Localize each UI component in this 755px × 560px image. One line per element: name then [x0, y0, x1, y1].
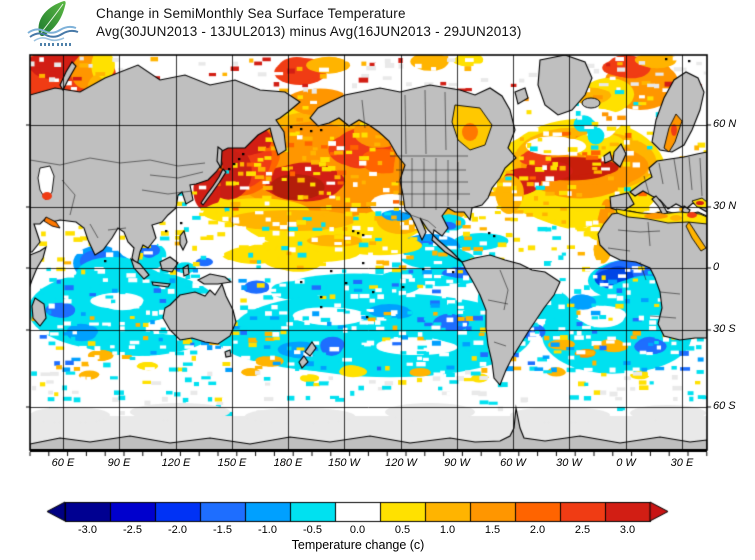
lat-tick-label: 60 S [713, 400, 736, 412]
colorbar-tick-label: 0.5 [394, 524, 411, 536]
colorbar-tick-label: 1.5 [484, 524, 501, 536]
lat-tick-label: 0 [713, 261, 720, 273]
colorbar-tick-label: -3.0 [78, 524, 97, 536]
lon-tick-label: 120 W [385, 457, 417, 469]
lon-tick-label: 60 W [500, 457, 526, 469]
lon-tick-label: 90 E [107, 457, 131, 469]
lat-tick-label: 60 N [713, 118, 737, 130]
colorbar-tick-label: 2.0 [529, 524, 546, 536]
lat-tick-label: 30 S [713, 323, 736, 335]
colorbar-tick-label: 3.0 [619, 524, 636, 536]
lon-tick-label: 120 E [161, 457, 191, 469]
lon-tick-label: 0 W [616, 457, 636, 469]
colorbar-tick-label: -0.5 [303, 524, 322, 536]
colorbar-tick-label: -2.0 [168, 524, 187, 536]
lon-tick-label: 30 E [670, 457, 694, 469]
colorbar-tick-label: 2.5 [574, 524, 591, 536]
lon-tick-label: 150 E [217, 457, 247, 469]
colorbar-tick-label: -1.5 [213, 524, 232, 536]
colorbar-tick-label: -2.5 [123, 524, 142, 536]
colorbar-tick-label: 0.0 [349, 524, 366, 536]
lon-tick-label: 180 E [273, 457, 303, 469]
lon-tick-label: 90 W [444, 457, 470, 469]
colorbar-caption: Temperature change (c) [291, 538, 425, 552]
colorbar-tick-label: 1.0 [439, 524, 456, 536]
lon-tick-label: 30 W [556, 457, 582, 469]
lon-tick-label: 150 W [328, 457, 360, 469]
lon-tick-label: 60 E [51, 457, 75, 469]
colorbar-tick-label: -1.0 [258, 524, 277, 536]
lat-tick-label: 30 N [713, 200, 737, 212]
